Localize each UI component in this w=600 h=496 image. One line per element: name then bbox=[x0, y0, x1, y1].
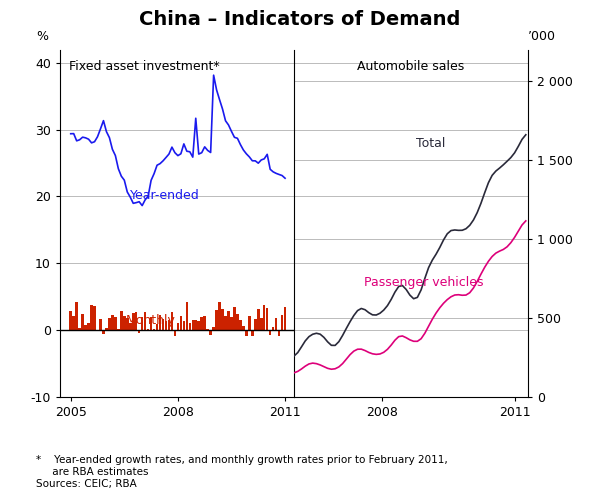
Bar bbox=[179, 316, 182, 330]
Bar bbox=[185, 302, 188, 330]
Text: Year-ended: Year-ended bbox=[130, 189, 200, 202]
Bar bbox=[221, 309, 224, 330]
Bar bbox=[200, 317, 203, 330]
Bar bbox=[269, 330, 271, 335]
Bar bbox=[159, 315, 161, 330]
Bar bbox=[248, 316, 251, 330]
Bar bbox=[176, 323, 179, 330]
Bar bbox=[123, 316, 125, 330]
Bar bbox=[117, 329, 119, 330]
Bar bbox=[233, 307, 236, 330]
Bar bbox=[182, 321, 185, 330]
Bar bbox=[138, 330, 140, 333]
Bar bbox=[227, 311, 230, 330]
Text: China – Indicators of Demand: China – Indicators of Demand bbox=[139, 10, 461, 29]
Bar bbox=[191, 320, 194, 330]
Bar bbox=[153, 329, 155, 330]
Bar bbox=[76, 302, 78, 330]
Bar bbox=[150, 317, 152, 330]
Bar bbox=[218, 302, 221, 330]
Bar bbox=[194, 320, 197, 330]
Bar bbox=[242, 325, 245, 330]
Text: Passenger vehicles: Passenger vehicles bbox=[364, 276, 484, 289]
Bar bbox=[99, 319, 102, 330]
Bar bbox=[135, 312, 137, 330]
Bar bbox=[224, 315, 227, 330]
Bar bbox=[108, 318, 110, 330]
Bar bbox=[85, 325, 87, 330]
Bar bbox=[129, 323, 131, 330]
Bar bbox=[162, 319, 164, 330]
Bar bbox=[251, 330, 254, 336]
Bar bbox=[73, 316, 75, 330]
Text: *    Year-ended growth rates, and monthly growth rates prior to February 2011,
 : * Year-ended growth rates, and monthly g… bbox=[36, 455, 448, 489]
Bar bbox=[111, 315, 113, 330]
Bar bbox=[236, 313, 239, 330]
Bar bbox=[102, 330, 105, 334]
Bar bbox=[141, 317, 143, 330]
Bar bbox=[126, 318, 128, 330]
Bar bbox=[188, 323, 191, 330]
Bar bbox=[215, 310, 218, 330]
Bar bbox=[147, 329, 149, 330]
Bar bbox=[230, 317, 233, 330]
Bar bbox=[79, 328, 81, 330]
Bar bbox=[156, 324, 158, 330]
Bar bbox=[88, 323, 90, 330]
Text: Automobile sales: Automobile sales bbox=[358, 60, 464, 73]
Bar bbox=[167, 320, 170, 330]
Bar bbox=[257, 309, 260, 330]
Bar bbox=[206, 329, 209, 330]
Text: Fixed asset investment*: Fixed asset investment* bbox=[70, 60, 220, 73]
Bar bbox=[165, 321, 167, 330]
Bar bbox=[239, 319, 242, 330]
Bar bbox=[281, 315, 283, 330]
Bar bbox=[275, 318, 277, 330]
Bar bbox=[170, 312, 173, 330]
Bar bbox=[173, 330, 176, 336]
Bar bbox=[82, 314, 84, 330]
Bar bbox=[254, 319, 257, 330]
Bar bbox=[90, 305, 93, 330]
Bar bbox=[272, 327, 274, 330]
Bar bbox=[245, 330, 248, 336]
Bar bbox=[278, 330, 280, 336]
Bar bbox=[132, 313, 134, 330]
Bar bbox=[260, 318, 263, 330]
Bar bbox=[120, 310, 122, 330]
Bar bbox=[209, 330, 212, 335]
Bar bbox=[203, 316, 206, 330]
Bar bbox=[70, 311, 72, 330]
Text: Total: Total bbox=[416, 137, 445, 150]
Bar bbox=[212, 327, 215, 330]
Text: ’000: ’000 bbox=[528, 30, 556, 43]
Bar bbox=[114, 316, 116, 330]
Text: %: % bbox=[37, 30, 49, 43]
Bar bbox=[93, 307, 96, 330]
Text: Monthly: Monthly bbox=[125, 314, 175, 327]
Bar bbox=[144, 312, 146, 330]
Bar bbox=[197, 321, 200, 330]
Bar bbox=[263, 305, 265, 330]
Bar bbox=[105, 328, 108, 330]
Bar bbox=[266, 309, 268, 330]
Bar bbox=[284, 307, 286, 330]
